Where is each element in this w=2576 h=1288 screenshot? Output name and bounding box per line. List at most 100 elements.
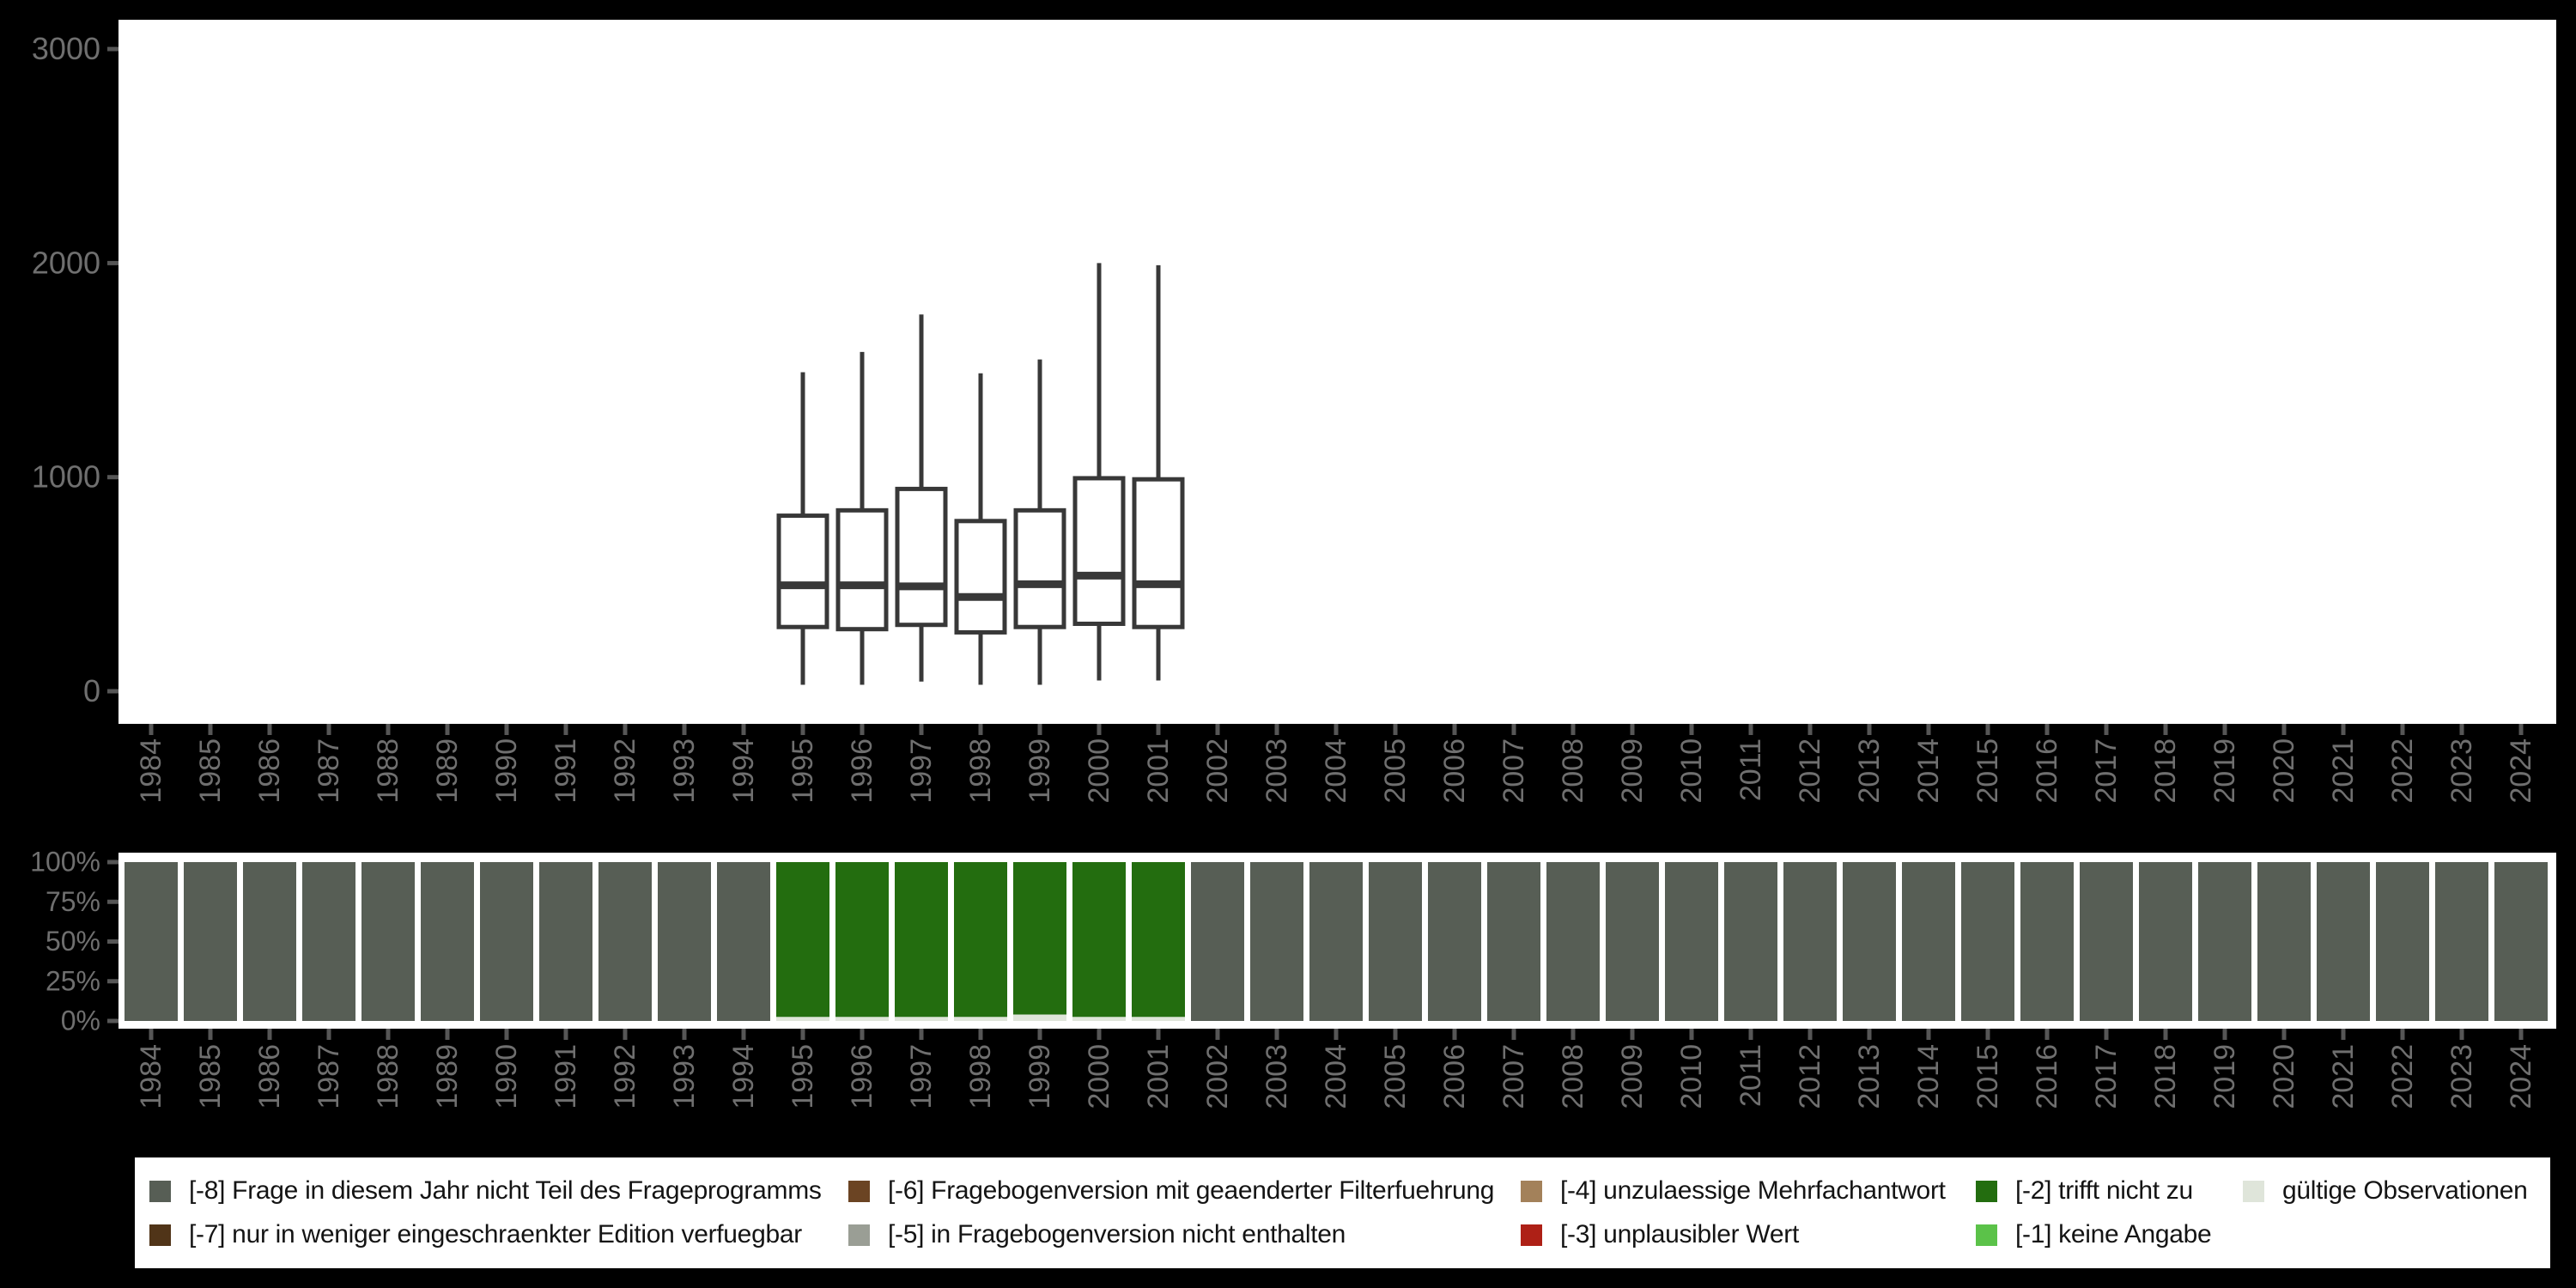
stacked-bar-x-year-label: 2023 (2445, 1044, 2478, 1109)
boxplot-x-year-label: 2018 (2149, 738, 2182, 804)
stacked-bar-2013 (1843, 862, 1896, 1021)
boxplot-x-year-label: 2007 (1498, 738, 1530, 804)
stacked-bar-1986 (243, 862, 296, 1021)
boxplot-x-year-label: 2016 (2031, 738, 2063, 804)
legend-swatch--6 (848, 1180, 870, 1202)
stacked-bar-x-year-label: 1987 (313, 1044, 345, 1109)
stacked-bar-x-year-label: 2021 (2327, 1044, 2360, 1109)
legend-label--6: [-6] Fragebogenversion mit geaenderter F… (888, 1176, 1495, 1205)
stacked-bar-2014 (1902, 862, 1955, 1021)
bar-segment--8 (184, 862, 237, 1021)
legend-item--4: [-4] unzulaessige Mehrfachantwort (1521, 1176, 1946, 1206)
iqr-box (1132, 477, 1185, 629)
boxplot-x-year-label: 1993 (668, 738, 701, 804)
boxplot-1999 (1013, 359, 1066, 685)
stacked-bar-2023 (2435, 862, 2488, 1021)
boxplot-x-year-label: 1987 (313, 738, 345, 804)
legend-label--2: [-2] trifft nicht zu (2015, 1176, 2193, 1205)
bar-segment--8 (125, 862, 178, 1021)
bar-segment--8 (421, 862, 474, 1021)
stacked-bar-x-year-label: 2024 (2505, 1044, 2537, 1109)
boxplot-x-year-label: 1990 (490, 738, 523, 804)
stacked-bar-1998 (954, 862, 1007, 1021)
bar-segment--8 (658, 862, 711, 1021)
stacked-bar-2016 (2020, 862, 2074, 1021)
boxplot-x-year-label: 2014 (1912, 738, 1945, 804)
boxplot-x-year-label: 1994 (727, 738, 760, 804)
boxplot-x-year-label: 2023 (2445, 738, 2478, 804)
stacked-bar-1989 (421, 862, 474, 1021)
stacked-bar-1991 (539, 862, 592, 1021)
bar-segment--8 (2257, 862, 2311, 1021)
stacked-bar-x-year-label: 1995 (787, 1044, 819, 1109)
legend-label--5: [-5] in Fragebogenversion nicht enthalte… (888, 1220, 1346, 1249)
bar-segment--8 (1191, 862, 1244, 1021)
legend-item--2: [-2] trifft nicht zu (1976, 1176, 2193, 1206)
bar-segment--2 (835, 862, 889, 1018)
bar-segment--8 (1309, 862, 1363, 1021)
boxplot-1997 (895, 314, 948, 682)
stacked-bar-x-year-label: 1992 (609, 1044, 641, 1109)
stacked-bar-x-year-label: 2009 (1616, 1044, 1649, 1109)
legend-item--7: [-7] nur in weniger eingeschraenkter Edi… (149, 1219, 802, 1250)
stacked-bar-2019 (2198, 862, 2251, 1021)
boxplot-x-year-label: 2006 (1438, 738, 1471, 804)
iqr-box (776, 513, 829, 629)
bar-segment--8 (2020, 862, 2074, 1021)
stacked-bar-2002 (1191, 862, 1244, 1021)
stacked-bar-x-year-label: 2004 (1320, 1044, 1352, 1109)
stacked-bar-x-year-label: 2020 (2268, 1044, 2300, 1109)
bar-segment-valid (1013, 1014, 1066, 1021)
bar-segment--8 (2376, 862, 2429, 1021)
legend-label--3: [-3] unplausibler Wert (1560, 1220, 1799, 1249)
stacked-bar-x-year-label: 2006 (1438, 1044, 1471, 1109)
boxplot-x-year-label: 2015 (1971, 738, 2004, 804)
bar-segment-valid (835, 1017, 889, 1021)
legend-swatch--5 (848, 1224, 870, 1246)
boxplot-x-year-label: 1986 (253, 738, 286, 804)
bar-segment--2 (895, 862, 948, 1018)
stacked-bar-1985 (184, 862, 237, 1021)
stacked-bar-x-year-label: 2013 (1853, 1044, 1886, 1109)
bar-segment--8 (1487, 862, 1540, 1021)
stacked-bar-x-year-label: 2017 (2090, 1044, 2123, 1109)
legend-item--5: [-5] in Fragebogenversion nicht enthalte… (848, 1219, 1346, 1250)
legend-item--3: [-3] unplausibler Wert (1521, 1219, 1799, 1250)
stacked-bar-2007 (1487, 862, 1540, 1021)
boxplot-x-year-label: 1998 (964, 738, 997, 804)
boxplot-x-year-label: 2001 (1142, 738, 1175, 804)
legend-item--6: [-6] Fragebogenversion mit geaenderter F… (848, 1176, 1494, 1206)
boxplot-x-year-label: 1988 (372, 738, 404, 804)
bar-segment--8 (1665, 862, 1718, 1021)
bar-segment--2 (776, 862, 829, 1018)
stacked-bar-1984 (125, 862, 178, 1021)
stacked-bar-2015 (1961, 862, 2014, 1021)
legend-swatch--2 (1976, 1180, 1997, 1202)
bar-segment-valid (1132, 1017, 1185, 1021)
bar-segment--8 (2317, 862, 2370, 1021)
boxplot-x-year-label: 1989 (431, 738, 464, 804)
bar-segment--8 (539, 862, 592, 1021)
stacked-bar-x-year-label: 1990 (490, 1044, 523, 1109)
stacked-bar-1995 (776, 862, 829, 1021)
bar-segment--8 (1961, 862, 2014, 1021)
iqr-box (835, 507, 889, 632)
stacked-bar-x-year-label: 2003 (1261, 1044, 1293, 1109)
boxplot-x-year-label: 2009 (1616, 738, 1649, 804)
bar-segment-valid (954, 1017, 1007, 1021)
stacked-bar-x-year-label: 2015 (1971, 1044, 2004, 1109)
stacked-bar-x-year-label: 1986 (253, 1044, 286, 1109)
boxplot-x-year-label: 2003 (1261, 738, 1293, 804)
boxplot-x-year-label: 2010 (1675, 738, 1708, 804)
stacked-bar-x-year-label: 1999 (1024, 1044, 1056, 1109)
stacked-bar-x-year-label: 1988 (372, 1044, 404, 1109)
stacked-bar-1996 (835, 862, 889, 1021)
boxplot-2001 (1132, 264, 1185, 681)
stacked-bar-x-year-label: 2016 (2031, 1044, 2063, 1109)
stacked-bar-1993 (658, 862, 711, 1021)
legend-label--7: [-7] nur in weniger eingeschraenkter Edi… (189, 1220, 802, 1249)
stacked-bar-2009 (1606, 862, 1659, 1021)
boxplot-1996 (835, 351, 889, 685)
stacked-bar-1987 (302, 862, 355, 1021)
legend-item--8: [-8] Frage in diesem Jahr nicht Teil des… (149, 1176, 822, 1206)
